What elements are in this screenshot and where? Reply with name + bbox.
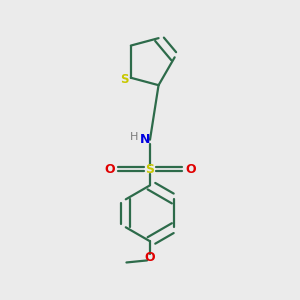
- Text: O: O: [185, 163, 196, 176]
- Text: N: N: [140, 133, 150, 146]
- Text: S: S: [120, 73, 129, 86]
- Text: O: O: [104, 163, 115, 176]
- Text: O: O: [145, 251, 155, 264]
- Text: S: S: [146, 163, 154, 176]
- Text: H: H: [130, 132, 138, 142]
